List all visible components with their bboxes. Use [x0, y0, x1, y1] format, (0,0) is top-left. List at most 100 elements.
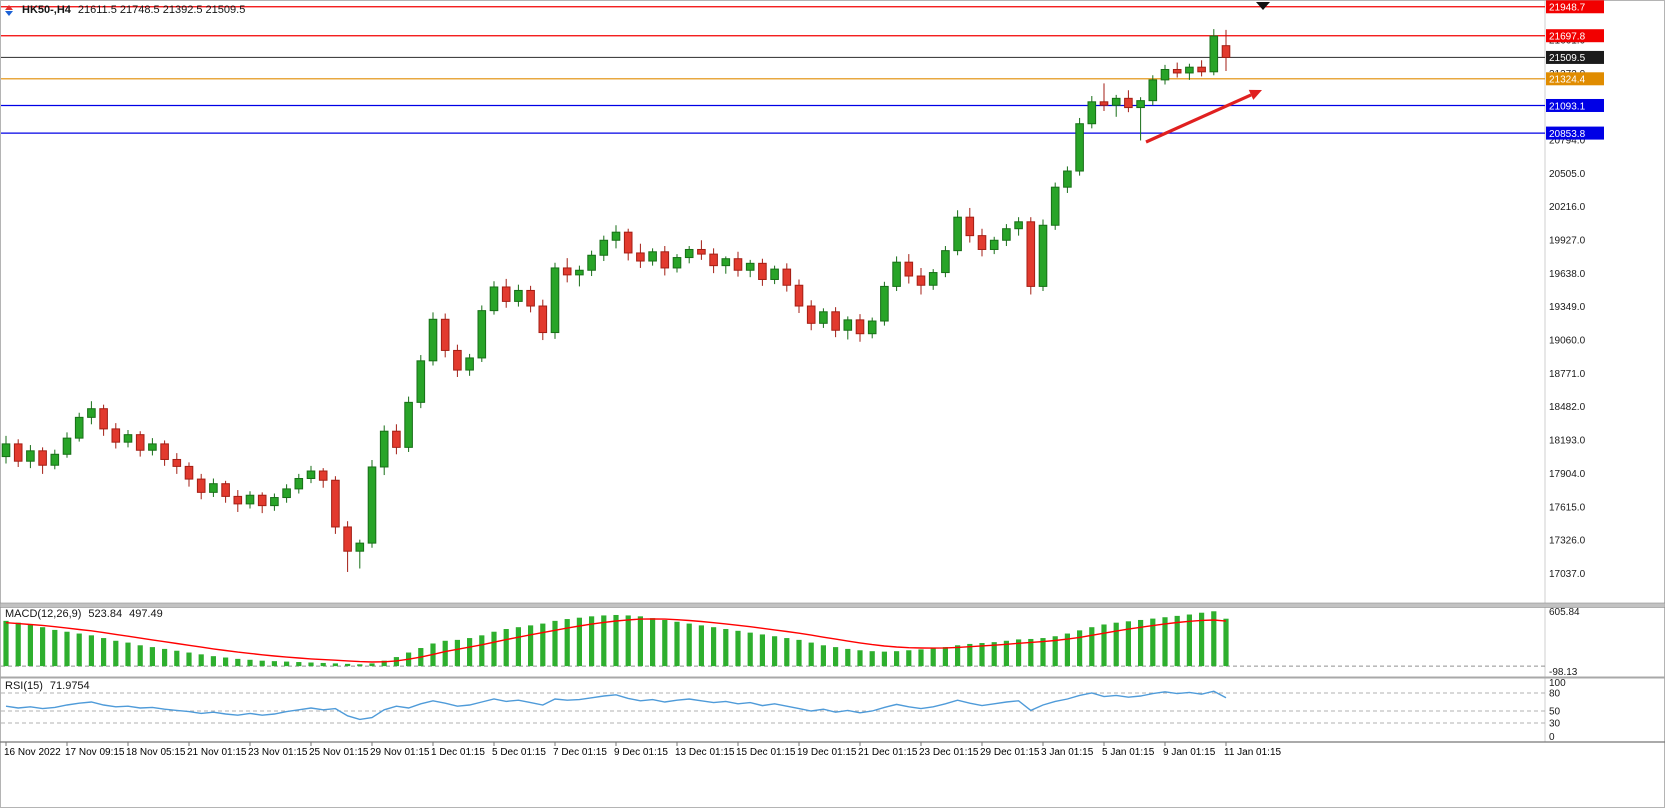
macd-histogram-bar — [637, 616, 643, 667]
macd-histogram-bar — [64, 631, 70, 667]
candle-body — [928, 272, 938, 286]
macd-histogram-bar — [296, 662, 302, 667]
candle-body — [709, 253, 718, 267]
annotations-layer — [1145, 2, 1270, 144]
macd-histogram-bar — [88, 635, 94, 667]
panel-separator[interactable] — [0, 602, 1665, 608]
price-badge-label: 21948.7 — [1549, 3, 1586, 14]
price-badge — [1546, 98, 1604, 112]
candle-body — [1, 443, 11, 458]
macd-histogram-bar — [479, 635, 485, 667]
price-tick-label: 18193.0 — [1549, 436, 1586, 447]
macd-histogram-bar — [1113, 622, 1119, 667]
candle-body — [257, 494, 267, 507]
macd-histogram-bar — [576, 617, 582, 667]
time-label: 18 Nov 05:15 — [126, 747, 186, 758]
candle-body — [880, 285, 889, 322]
trend-arrow-line[interactable] — [1145, 93, 1252, 144]
macd-histogram-bar — [27, 624, 33, 667]
candle-body — [1087, 101, 1097, 125]
macd-histogram-bar — [467, 638, 473, 667]
macd-histogram-bar — [967, 643, 973, 667]
candle-body — [758, 262, 767, 280]
panel-separator[interactable] — [0, 676, 1665, 679]
price-badge — [1546, 0, 1604, 14]
candle-body — [367, 466, 377, 544]
macd-histogram-bar — [1150, 618, 1156, 667]
candle-body — [343, 526, 352, 552]
time-label: 3 Jan 01:15 — [1041, 747, 1094, 758]
candle-body — [294, 478, 304, 490]
macd-histogram-bar — [650, 618, 656, 667]
candle-body — [599, 239, 609, 256]
macd-histogram-bar — [613, 614, 619, 667]
candle-body — [1111, 97, 1121, 106]
time-label: 5 Dec 01:15 — [492, 747, 546, 758]
macd-histogram-bar — [820, 645, 826, 667]
macd-histogram-bar — [1138, 619, 1144, 667]
candle-body — [111, 428, 121, 443]
candle-body — [550, 267, 560, 334]
candle-body — [209, 483, 218, 493]
time-label: 21 Nov 01:15 — [187, 747, 247, 758]
candle-body — [416, 360, 426, 403]
candle-body — [135, 434, 145, 451]
candle-body — [428, 318, 438, 362]
macd-histogram-bar — [198, 654, 204, 667]
macd-histogram-bar — [869, 651, 875, 667]
candle-body — [62, 437, 72, 455]
candle-body — [501, 286, 511, 302]
macd-histogram-bar — [284, 661, 290, 667]
candle-body — [318, 470, 328, 481]
price-tick-label: 17615.0 — [1549, 502, 1586, 513]
candle-body — [477, 310, 487, 359]
macd-histogram-bar — [674, 621, 680, 667]
candle-body — [965, 216, 975, 237]
macd-histogram-bar — [101, 638, 107, 667]
macd-histogram-bar — [162, 648, 168, 667]
macd-histogram-bar — [1174, 615, 1180, 667]
macd-histogram-bar — [125, 642, 131, 667]
rsi-axis-label: 100 — [1549, 678, 1566, 689]
macd-histogram-bar — [540, 623, 546, 667]
candle-body — [538, 305, 548, 334]
macd-histogram-bar — [698, 625, 704, 667]
macd-histogram-bar — [528, 625, 534, 667]
price-badge-label: 21509.5 — [1549, 53, 1586, 64]
macd-histogram-bar — [625, 615, 631, 667]
macd-histogram-bar — [186, 652, 192, 667]
macd-histogram-bar — [40, 627, 46, 667]
time-label: 1 Dec 01:15 — [431, 747, 485, 758]
macd-histogram-bar — [1162, 617, 1168, 667]
macd-axis-label: -98.13 — [1549, 667, 1578, 678]
trend-arrow-head[interactable] — [1248, 89, 1262, 100]
macd-histogram-bar — [796, 639, 802, 667]
candle-body — [1075, 123, 1084, 172]
macd-histogram-bar — [833, 647, 839, 667]
price-badges: 21948.7 21697.8 21509.5 21324.4 21093.1 20853… — [1546, 0, 1604, 140]
candle-body — [794, 284, 804, 307]
candle-body — [941, 250, 950, 274]
triangle-marker-icon[interactable] — [1256, 2, 1270, 10]
candle-body — [806, 305, 816, 324]
candle-body — [562, 267, 572, 276]
macd-histogram-bar — [991, 642, 997, 667]
macd-histogram-bar — [918, 649, 924, 667]
candle-body — [1002, 228, 1011, 241]
time-label: 13 Dec 01:15 — [675, 747, 735, 758]
macd-histogram-bar — [1211, 611, 1217, 667]
macd-histogram-bar — [247, 659, 253, 667]
macd-histogram-bar — [1028, 638, 1034, 667]
macd-histogram-bar — [174, 650, 180, 667]
macd-histogram-bar — [845, 648, 851, 667]
price-tick-label: 19638.0 — [1549, 269, 1586, 280]
candle-body — [819, 311, 828, 324]
levels-layer — [1, 6, 1545, 134]
macd-histogram-bar — [723, 629, 729, 667]
candle-body — [355, 542, 365, 552]
price-tick-label: 17037.0 — [1549, 569, 1586, 580]
macd-histogram-bar — [210, 656, 216, 667]
candle-body — [526, 289, 535, 307]
